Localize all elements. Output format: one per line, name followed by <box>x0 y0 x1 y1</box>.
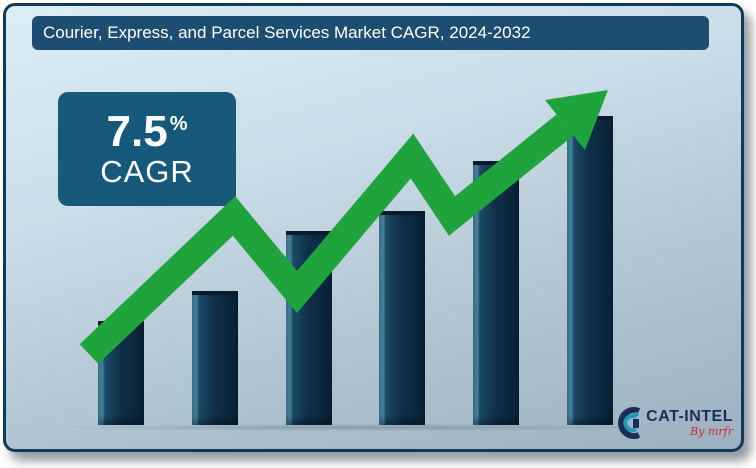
brand-logo-textwrap: CAT-INTEL By mrfr <box>646 408 733 439</box>
logo-byline: By mrfr <box>690 425 733 439</box>
bar <box>285 231 332 425</box>
bar <box>379 211 426 425</box>
infographic-frame: Courier, Express, and Parcel Services Ma… <box>3 3 744 452</box>
chart-title: Courier, Express, and Parcel Services Ma… <box>32 16 709 50</box>
baseline-shadow <box>66 424 651 431</box>
bar <box>566 116 613 425</box>
bar <box>473 161 520 425</box>
ci-logo-icon <box>618 407 641 439</box>
logo-text: CAT-INTEL <box>646 407 733 425</box>
bar-series <box>98 116 613 425</box>
bar <box>98 321 144 425</box>
brand-logo: CAT-INTEL By mrfr <box>613 402 733 444</box>
bar <box>191 291 238 425</box>
